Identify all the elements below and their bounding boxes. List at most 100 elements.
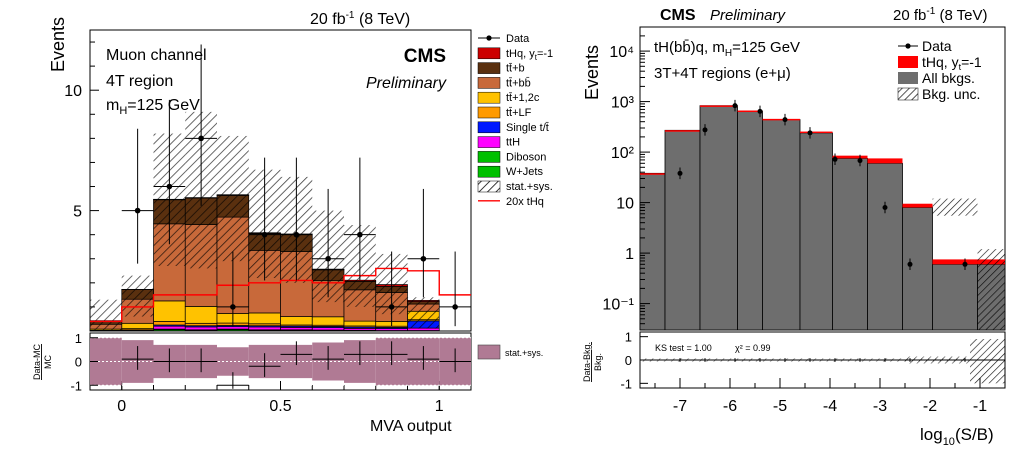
left-legend-label: stat.+sys.	[506, 181, 553, 193]
right-bar-all-bkgs	[640, 173, 665, 330]
right-x-tick-label: -4	[823, 398, 837, 415]
right-data-point	[758, 109, 763, 114]
right-bar-tHq	[833, 156, 868, 159]
right-y-tick-label: 10³	[611, 95, 635, 112]
right-ratio-ylabel: Data-Bkg.Bkg.	[582, 342, 603, 382]
right-legend-label: Bkg. unc.	[922, 86, 980, 102]
right-x-tick-label: -1	[973, 398, 987, 415]
left-preliminary-label: Preliminary	[366, 75, 447, 92]
right-legend-data-marker	[905, 43, 910, 48]
left-bar-tt-1-2c	[122, 323, 154, 328]
right-x-tick-label: -3	[873, 398, 887, 415]
left-legend-swatch	[478, 137, 500, 148]
right-y-axis-label: Events	[582, 45, 602, 100]
right-bar-tHq	[868, 158, 903, 163]
right-x-tick-label: -7	[673, 398, 687, 415]
left-ratio-y-tick-label: 1	[75, 331, 82, 346]
left-x-tick-label: 1	[435, 398, 444, 415]
right-legend-bkg-swatch	[898, 72, 918, 84]
left-bar-tt-1-2c	[312, 317, 344, 325]
right-x-tick-label: -6	[723, 398, 737, 415]
left-ratio-ylabel: Data-MCMC	[32, 344, 53, 381]
left-lumi: 20 fb-1 (8 TeV)	[310, 10, 410, 28]
left-ratio-y-tick-label: -1	[70, 378, 82, 393]
right-ratio-band	[970, 339, 1005, 383]
left-data-point	[294, 232, 300, 238]
left-bar-tt-1-2c	[185, 306, 217, 323]
left-legend-swatch	[478, 151, 500, 162]
right-bar-all-bkgs	[665, 130, 700, 330]
left-data-point	[167, 184, 173, 190]
right-bar-all-bkgs	[933, 264, 978, 330]
right-cms-label: CMS	[660, 7, 696, 24]
left-bar-tth	[185, 327, 217, 330]
left-legend-label: tHq, yt=-1	[506, 48, 553, 62]
left-data-point	[389, 304, 395, 310]
right-data-point	[963, 262, 968, 267]
right-uncertainty-band	[933, 199, 978, 216]
right-x-tick-label: -2	[923, 398, 937, 415]
left-channel-label: Muon channel	[106, 47, 207, 64]
left-bar-tt-lf	[185, 323, 217, 325]
right-data-point	[703, 127, 708, 132]
left-bar-tth	[312, 328, 344, 330]
left-bar-tt-1-2c	[344, 321, 376, 326]
right-bar-tHq	[800, 132, 833, 134]
left-data-point	[452, 304, 458, 310]
right-ratio-y-tick-label: 0	[625, 353, 632, 368]
left-legend-swatch	[478, 77, 500, 88]
right-bar-all-bkgs	[903, 207, 933, 330]
right-chi2-label: χ² = 0.99	[735, 343, 771, 353]
left-y-axis-label: Events	[48, 17, 68, 72]
right-y-tick-label: 10⁻¹	[602, 297, 634, 314]
right-bar-all-bkgs	[868, 163, 903, 330]
right-uncertainty-band	[978, 249, 1006, 330]
left-data-point	[325, 256, 331, 262]
right-data-point	[833, 157, 838, 162]
right-data-point	[808, 130, 813, 135]
left-uncertainty-band	[90, 300, 122, 331]
right-process-label: tH(bb̄)q, mH=125 GeV	[654, 39, 800, 59]
left-legend-swatch	[478, 63, 500, 74]
left-cms-label: CMS	[404, 46, 446, 67]
right-data-point	[908, 262, 913, 267]
left-legend-swatch	[478, 92, 500, 103]
right-preliminary-label: Preliminary	[710, 7, 787, 24]
right-bar-all-bkgs	[800, 133, 833, 330]
left-data-point	[198, 136, 204, 142]
left-legend-swatch	[478, 122, 500, 133]
left-bar-tt-1-2c	[281, 317, 313, 325]
left-bar-tth	[281, 327, 313, 329]
right-bar-all-bkgs	[700, 106, 738, 330]
left-bar-tt-lf	[154, 321, 186, 325]
right-legend-unc-swatch	[898, 88, 918, 100]
left-ratio-legend-swatch	[478, 345, 500, 359]
right-lumi: 20 fb-1 (8 TeV)	[893, 6, 988, 24]
left-ratio-y-tick-label: 0	[75, 355, 82, 370]
right-bar-all-bkgs	[763, 120, 801, 330]
left-data-point	[135, 208, 141, 214]
left-y-tick-label: 10	[64, 83, 82, 100]
right-x-tick-label: -5	[773, 398, 787, 415]
left-uncertainty-band	[217, 136, 249, 261]
right-y-tick-label: 10⁴	[609, 44, 634, 61]
right-data-point	[883, 205, 888, 210]
right-bar-all-bkgs	[833, 158, 868, 330]
left-data-point	[421, 256, 427, 262]
left-legend-label: Single t/t̄	[506, 121, 549, 133]
right-regions-label: 3T+4T regions (e+μ)	[654, 65, 791, 82]
left-region-label: 4T region	[106, 73, 173, 90]
left-bar-tt-1-2c	[154, 301, 186, 321]
right-bar-tHq	[763, 119, 801, 121]
right-legend-label: All bkgs.	[922, 70, 975, 86]
left-bar-tt-1-2c	[249, 313, 281, 324]
right-data-point	[733, 103, 738, 108]
right-y-tick-label: 10	[616, 196, 634, 213]
left-data-point	[230, 304, 236, 310]
left-legend-swatch	[478, 107, 500, 118]
right-ratio-y-tick-label: 1	[625, 330, 632, 345]
right-bar-all-bkgs	[738, 111, 763, 330]
